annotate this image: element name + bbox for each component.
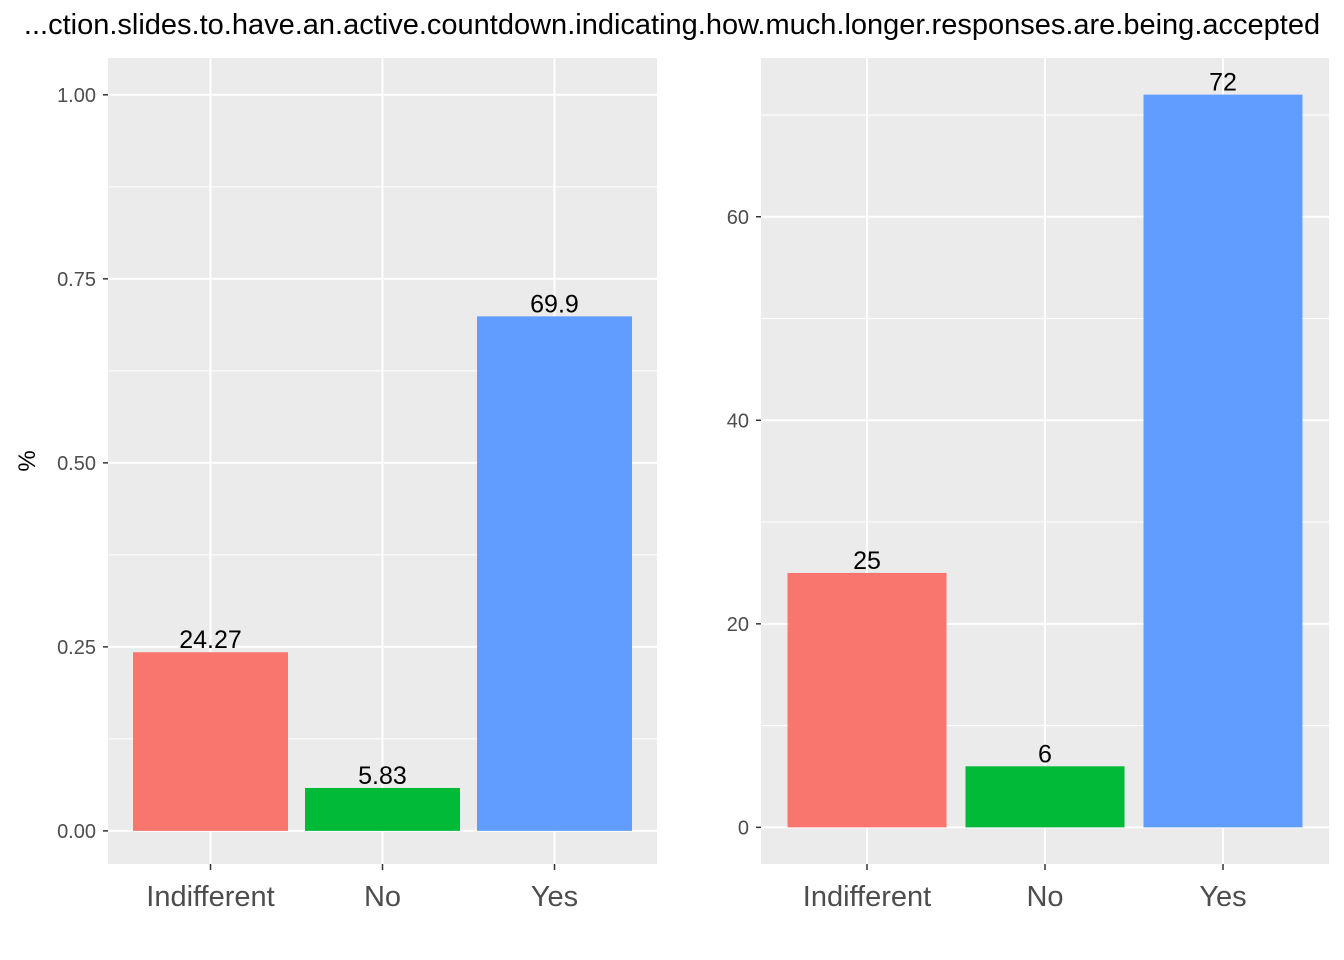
bar-chart-count: 0 20 40 60 25 Indifferent 6 No 72 Yes bbox=[727, 58, 1329, 913]
bar-yes bbox=[1143, 94, 1303, 828]
bar-chart-percent: 0.00 0.25 0.50 0.75 1.00 24.27 Indifferent 5.83… bbox=[57, 58, 657, 913]
bar-no bbox=[305, 787, 460, 831]
y-tick-label: 0.00 bbox=[57, 821, 96, 843]
y-tick-label: 1.00 bbox=[57, 85, 96, 107]
x-tick-label-no: No bbox=[364, 881, 401, 913]
y-tick-label: 0 bbox=[738, 817, 749, 839]
y-tick-label: 0.50 bbox=[57, 453, 96, 475]
data-label-no: 6 bbox=[1038, 740, 1052, 768]
x-tick-label-yes: Yes bbox=[1199, 881, 1246, 913]
data-label-yes: 72 bbox=[1209, 69, 1237, 97]
y-axis-label-left: % bbox=[14, 450, 41, 471]
bar-indifferent bbox=[133, 652, 288, 831]
chart-title: ...ction.slides.to.have.an.active.countd… bbox=[24, 9, 1320, 41]
y-tick-label: 0.25 bbox=[57, 637, 96, 659]
data-label-no: 5.83 bbox=[358, 762, 407, 790]
x-tick-label-yes: Yes bbox=[531, 881, 578, 913]
y-tick-label: 20 bbox=[727, 614, 749, 636]
bar-no bbox=[965, 766, 1125, 828]
x-tick-label-indifferent: Indifferent bbox=[146, 881, 274, 913]
bar-indifferent bbox=[787, 572, 947, 828]
bar-yes bbox=[477, 316, 632, 831]
x-tick-label-no: No bbox=[1026, 881, 1063, 913]
data-label-indifferent: 24.27 bbox=[179, 626, 242, 654]
y-tick-label: 60 bbox=[727, 207, 749, 229]
data-label-yes: 69.9 bbox=[530, 290, 579, 318]
y-tick-label: 40 bbox=[727, 410, 749, 432]
x-tick-label-indifferent: Indifferent bbox=[803, 881, 931, 913]
data-label-indifferent: 25 bbox=[853, 547, 881, 575]
y-tick-label: 0.75 bbox=[57, 269, 96, 291]
